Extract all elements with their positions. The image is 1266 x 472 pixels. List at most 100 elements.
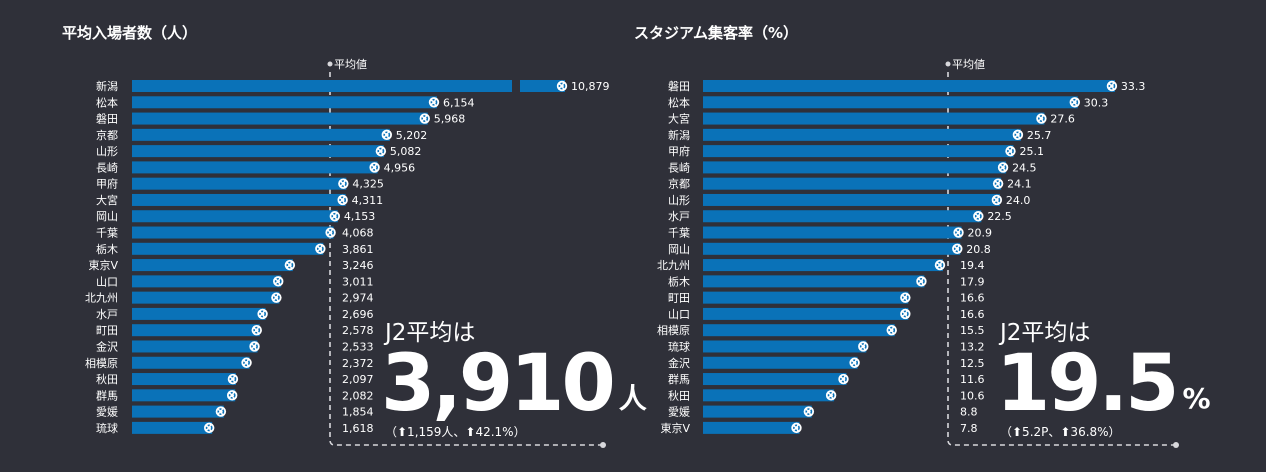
summary-lead: J2平均は (998, 320, 1090, 346)
category-label: 新潟 (668, 128, 690, 142)
summary-value: 3,910 (381, 339, 613, 429)
bar-row: 東京V 7.8 (660, 421, 977, 435)
category-label: 愛媛 (96, 405, 118, 419)
summary-change: （⬆5.2P、⬆36.8%） (1000, 425, 1121, 439)
bar-row: 琉球 1,618 (96, 421, 374, 435)
value-label: 2,082 (342, 389, 374, 402)
value-label: 25.7 (1027, 129, 1052, 142)
bar (132, 226, 334, 239)
value-label: 2,696 (342, 308, 374, 321)
soccer-ball-icon (973, 211, 984, 222)
value-label: 16.6 (960, 308, 985, 321)
value-label: 7.8 (960, 422, 978, 435)
bar-row: 松本 6,154 (96, 95, 474, 109)
soccer-ball-icon (900, 308, 911, 320)
category-label: 水戸 (668, 210, 690, 223)
bar-row: 千葉 20.9 (668, 226, 992, 240)
bar (132, 291, 280, 304)
soccer-ball-icon (1106, 80, 1118, 92)
bar (132, 177, 347, 190)
value-label: 1,618 (342, 422, 374, 435)
bar (703, 291, 909, 304)
bar-row: 京都 5,202 (96, 128, 427, 142)
bar (703, 389, 835, 402)
bar-row: 東京V 3,246 (88, 258, 373, 272)
bar-row: 栃木 17.9 (668, 274, 985, 288)
bar-row: 山形 24.0 (668, 193, 1030, 207)
average-line-end-dot (1173, 442, 1179, 448)
bar-row: 新潟 10,879 (96, 79, 610, 93)
category-label: 長崎 (96, 160, 118, 174)
category-label: 長崎 (668, 160, 690, 174)
category-label: 山口 (668, 308, 690, 321)
bar-row: 秋田 2,097 (96, 372, 374, 386)
value-label: 20.9 (968, 227, 993, 240)
value-label: 13.2 (960, 340, 985, 353)
bar (132, 356, 250, 369)
category-label: 新潟 (96, 79, 118, 93)
bar (703, 356, 858, 369)
bar-row: 磐田 33.3 (668, 79, 1145, 93)
bar (703, 340, 867, 353)
bar-row: 甲府 4,325 (96, 177, 384, 191)
category-label: 岡山 (668, 243, 690, 256)
average-label: 平均値 (952, 58, 985, 71)
chart-title: スタジアム集客率（%） (634, 24, 798, 42)
bar-row: 群馬 2,082 (96, 388, 374, 402)
category-label: 東京V (660, 421, 690, 435)
category-label: 東京V (88, 258, 118, 272)
value-label: 2,097 (342, 373, 374, 386)
value-label: 30.3 (1084, 96, 1109, 109)
average-marker-dot (945, 61, 951, 67)
category-label: 町田 (668, 292, 690, 305)
value-label: 27.6 (1050, 113, 1075, 126)
category-label: 群馬 (668, 372, 690, 386)
bar-row: 大宮 27.6 (668, 112, 1075, 126)
category-label: 相模原 (85, 357, 118, 370)
value-label: 5,082 (390, 145, 422, 158)
category-label: 京都 (668, 177, 690, 191)
category-label: 北九州 (85, 292, 118, 305)
soccer-ball-icon (934, 259, 946, 271)
value-label: 2,533 (342, 340, 374, 353)
soccer-ball-icon (803, 406, 815, 417)
summary-unit: % (1182, 382, 1210, 415)
bar (132, 242, 324, 255)
bar (132, 210, 338, 223)
bar-row: 千葉 4,068 (96, 226, 374, 240)
category-label: 栃木 (96, 242, 118, 256)
bar (703, 96, 1078, 109)
soccer-ball-icon (203, 422, 215, 434)
category-label: 北九州 (657, 259, 690, 272)
value-label: 24.1 (1007, 178, 1031, 191)
bar (703, 128, 1021, 141)
bar-row: 岡山 4,153 (96, 210, 375, 223)
soccer-ball-icon (900, 292, 911, 303)
bar (132, 389, 236, 402)
bar-continued (520, 80, 565, 92)
soccer-ball-icon (1005, 145, 1016, 157)
summary-value: 19.5 (996, 339, 1176, 429)
average-line (329, 72, 603, 446)
bar (132, 161, 378, 174)
soccer-ball-icon (338, 178, 349, 189)
average-label: 平均値 (334, 58, 367, 71)
bar (703, 324, 895, 337)
soccer-ball-icon (215, 406, 227, 417)
bar (132, 112, 428, 125)
soccer-ball-icon (284, 259, 296, 271)
bar (132, 80, 512, 92)
bar-row: 京都 24.1 (668, 177, 1032, 191)
bar (132, 307, 266, 320)
bar-row: 相模原 15.5 (657, 324, 985, 337)
bar (132, 405, 224, 418)
value-label: 1,854 (342, 406, 374, 419)
value-label: 17.9 (960, 275, 985, 288)
category-label: 甲府 (668, 144, 690, 158)
soccer-ball-icon (916, 276, 927, 287)
value-label: 19.4 (960, 259, 985, 272)
value-label: 24.5 (1012, 161, 1036, 174)
bar-row: 琉球 13.2 (668, 339, 985, 353)
bar (703, 373, 847, 386)
